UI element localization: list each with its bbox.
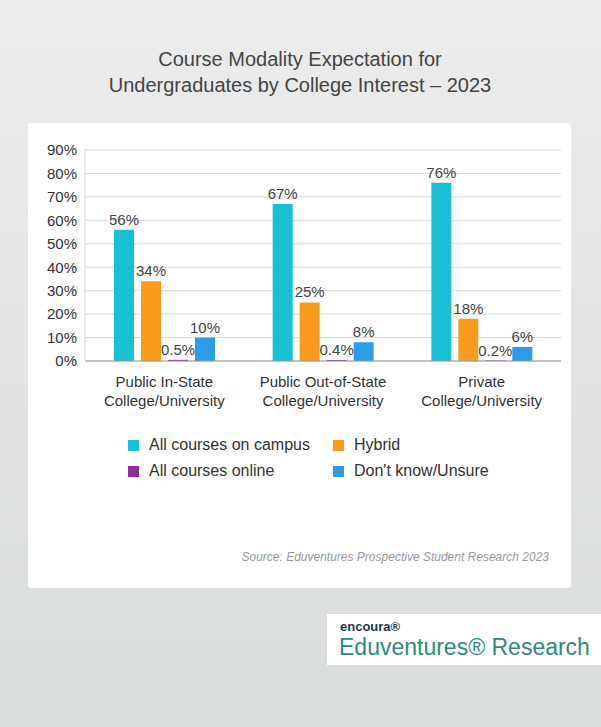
svg-text:30%: 30% (47, 282, 77, 299)
svg-text:34%: 34% (136, 262, 166, 279)
svg-text:90%: 90% (47, 141, 77, 158)
html-text:encoura®: encoura® (340, 619, 401, 634)
html-text:Source: Eduventures Prospectiv: Source: Eduventures Prospective Student … (241, 550, 549, 564)
svg-text:PrivateCollege/University: PrivateCollege/University (421, 373, 542, 409)
html-text:Eduventures® Research: Eduventures® Research (339, 634, 590, 660)
svg-text:8%: 8% (353, 323, 375, 340)
svg-text:25%: 25% (295, 283, 325, 300)
svg-text:10%: 10% (190, 319, 220, 336)
html-text:All courses online: All courses online (149, 462, 275, 479)
svg-text:50%: 50% (47, 235, 77, 252)
svg-text:18%: 18% (453, 300, 483, 317)
svg-text:0.2%: 0.2% (478, 342, 512, 359)
svg-text:76%: 76% (426, 164, 456, 181)
svg-text:80%: 80% (47, 165, 77, 182)
svg-text:0.5%: 0.5% (161, 341, 195, 358)
html-text:All courses on campus: All courses on campus (149, 436, 310, 453)
svg-text:0.4%: 0.4% (320, 341, 354, 358)
svg-text:10%: 10% (47, 329, 77, 346)
html-text:Don't know/Unsure: Don't know/Unsure (354, 462, 489, 479)
svg-text:70%: 70% (47, 188, 77, 205)
svg-text:60%: 60% (47, 212, 77, 229)
svg-text:0%: 0% (55, 352, 77, 369)
svg-text:6%: 6% (511, 328, 533, 345)
svg-text:67%: 67% (268, 185, 298, 202)
svg-text:40%: 40% (47, 259, 77, 276)
svg-text:20%: 20% (47, 305, 77, 322)
svg-text:56%: 56% (109, 211, 139, 228)
svg-text:Public Out-of-StateCollege/Uni: Public Out-of-StateCollege/University (260, 373, 387, 409)
html-text:Hybrid: Hybrid (354, 436, 401, 453)
html-text:Course Modality Expectation fo: Course Modality Expectation for Undergra… (108, 48, 492, 96)
svg-text:Public In-StateCollege/Univers: Public In-StateCollege/University (104, 373, 225, 409)
